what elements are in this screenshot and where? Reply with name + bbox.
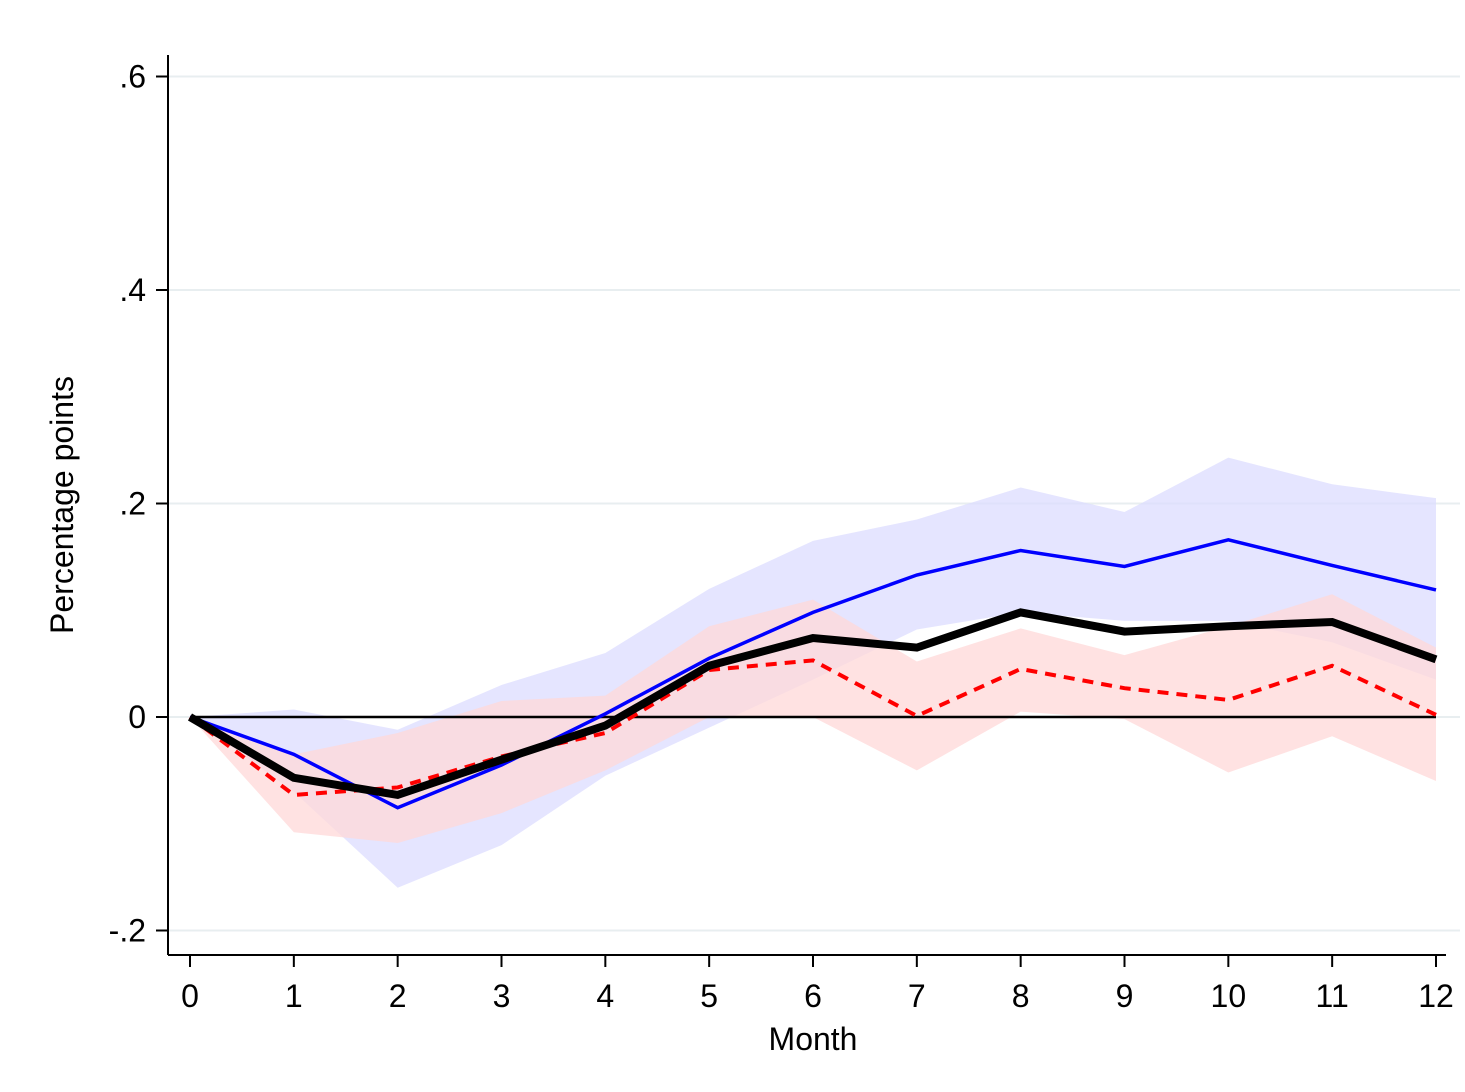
y-tick-label-1: 0 [128,699,146,735]
y-tick-label-4: .6 [119,59,146,95]
x-tick-label-4: 4 [596,978,614,1014]
x-axis-title: Month [769,1021,858,1057]
x-tick-label-0: 0 [181,978,199,1014]
series-lines [187,537,1438,810]
x-tick-label-1: 1 [285,978,303,1014]
x-tick-label-5: 5 [700,978,718,1014]
x-tick-label-6: 6 [804,978,822,1014]
y-tick-label-2: .2 [119,486,146,522]
x-tick-label-12: 12 [1418,978,1454,1014]
series-line-1 [188,658,1437,797]
y-tick-label-0: -.2 [109,913,146,949]
axes [156,55,1446,967]
x-tick-label-7: 7 [908,978,926,1014]
confidence-bands [190,457,1436,888]
y-tick-label-3: .4 [119,272,146,308]
x-tick-label-3: 3 [493,978,511,1014]
series-line-0 [189,537,1437,810]
confidence-band-series-1 [190,594,1436,843]
x-tick-label-11: 11 [1316,978,1349,1014]
x-tick-label-9: 9 [1116,978,1134,1014]
x-tick-label-8: 8 [1012,978,1030,1014]
x-tick-label-10: 10 [1211,978,1247,1014]
tick-labels: -.20.2.4.60 1 2 3 4 5 6 7 8 9 10 11 12 [109,59,1454,1015]
series-line-2 [187,608,1438,800]
y-axis-title: Percentage points [44,376,80,634]
x-tick-label-2: 2 [389,978,407,1014]
